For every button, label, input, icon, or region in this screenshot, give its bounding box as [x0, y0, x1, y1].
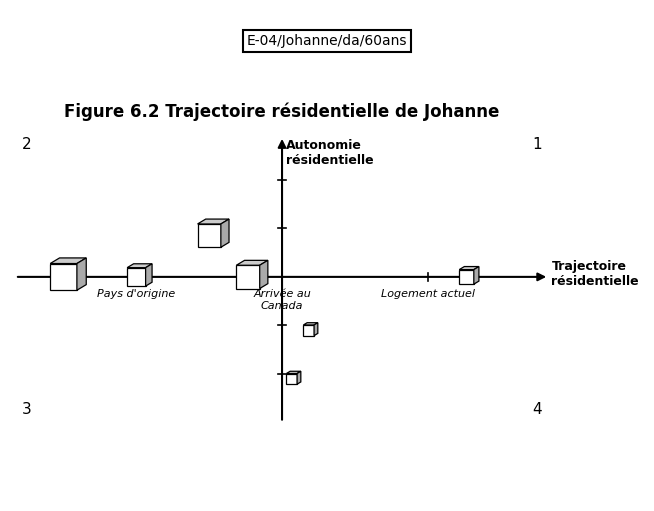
- Text: 4: 4: [532, 402, 542, 416]
- Polygon shape: [286, 371, 301, 374]
- Polygon shape: [314, 323, 318, 336]
- Polygon shape: [127, 268, 146, 286]
- Polygon shape: [303, 325, 314, 336]
- Polygon shape: [127, 264, 152, 268]
- Text: 3: 3: [22, 402, 32, 416]
- Polygon shape: [459, 267, 479, 270]
- Polygon shape: [459, 270, 473, 284]
- Polygon shape: [236, 260, 268, 265]
- Polygon shape: [198, 219, 229, 224]
- Text: Trajectoire
résidentielle: Trajectoire résidentielle: [551, 260, 639, 288]
- Text: 2: 2: [22, 137, 32, 152]
- Polygon shape: [146, 264, 152, 286]
- Text: 1: 1: [532, 137, 542, 152]
- Polygon shape: [50, 258, 86, 264]
- Polygon shape: [303, 323, 318, 325]
- Polygon shape: [260, 260, 268, 289]
- Polygon shape: [50, 264, 77, 290]
- Text: E-04/Johanne/da/60ans: E-04/Johanne/da/60ans: [247, 34, 407, 48]
- Polygon shape: [286, 374, 297, 384]
- Polygon shape: [221, 219, 229, 247]
- Polygon shape: [473, 267, 479, 284]
- Polygon shape: [297, 371, 301, 384]
- Title: Figure 6.2 Trajectoire résidentielle de Johanne: Figure 6.2 Trajectoire résidentielle de …: [64, 103, 500, 121]
- Polygon shape: [198, 224, 221, 247]
- Polygon shape: [236, 265, 260, 289]
- Text: Autonomie
résidentielle: Autonomie résidentielle: [286, 138, 373, 167]
- Text: Arrivée au
Canada: Arrivée au Canada: [253, 289, 311, 311]
- Text: Pays d'origine: Pays d'origine: [97, 289, 175, 299]
- Polygon shape: [77, 258, 86, 290]
- Text: Logement actuel: Logement actuel: [381, 289, 475, 299]
